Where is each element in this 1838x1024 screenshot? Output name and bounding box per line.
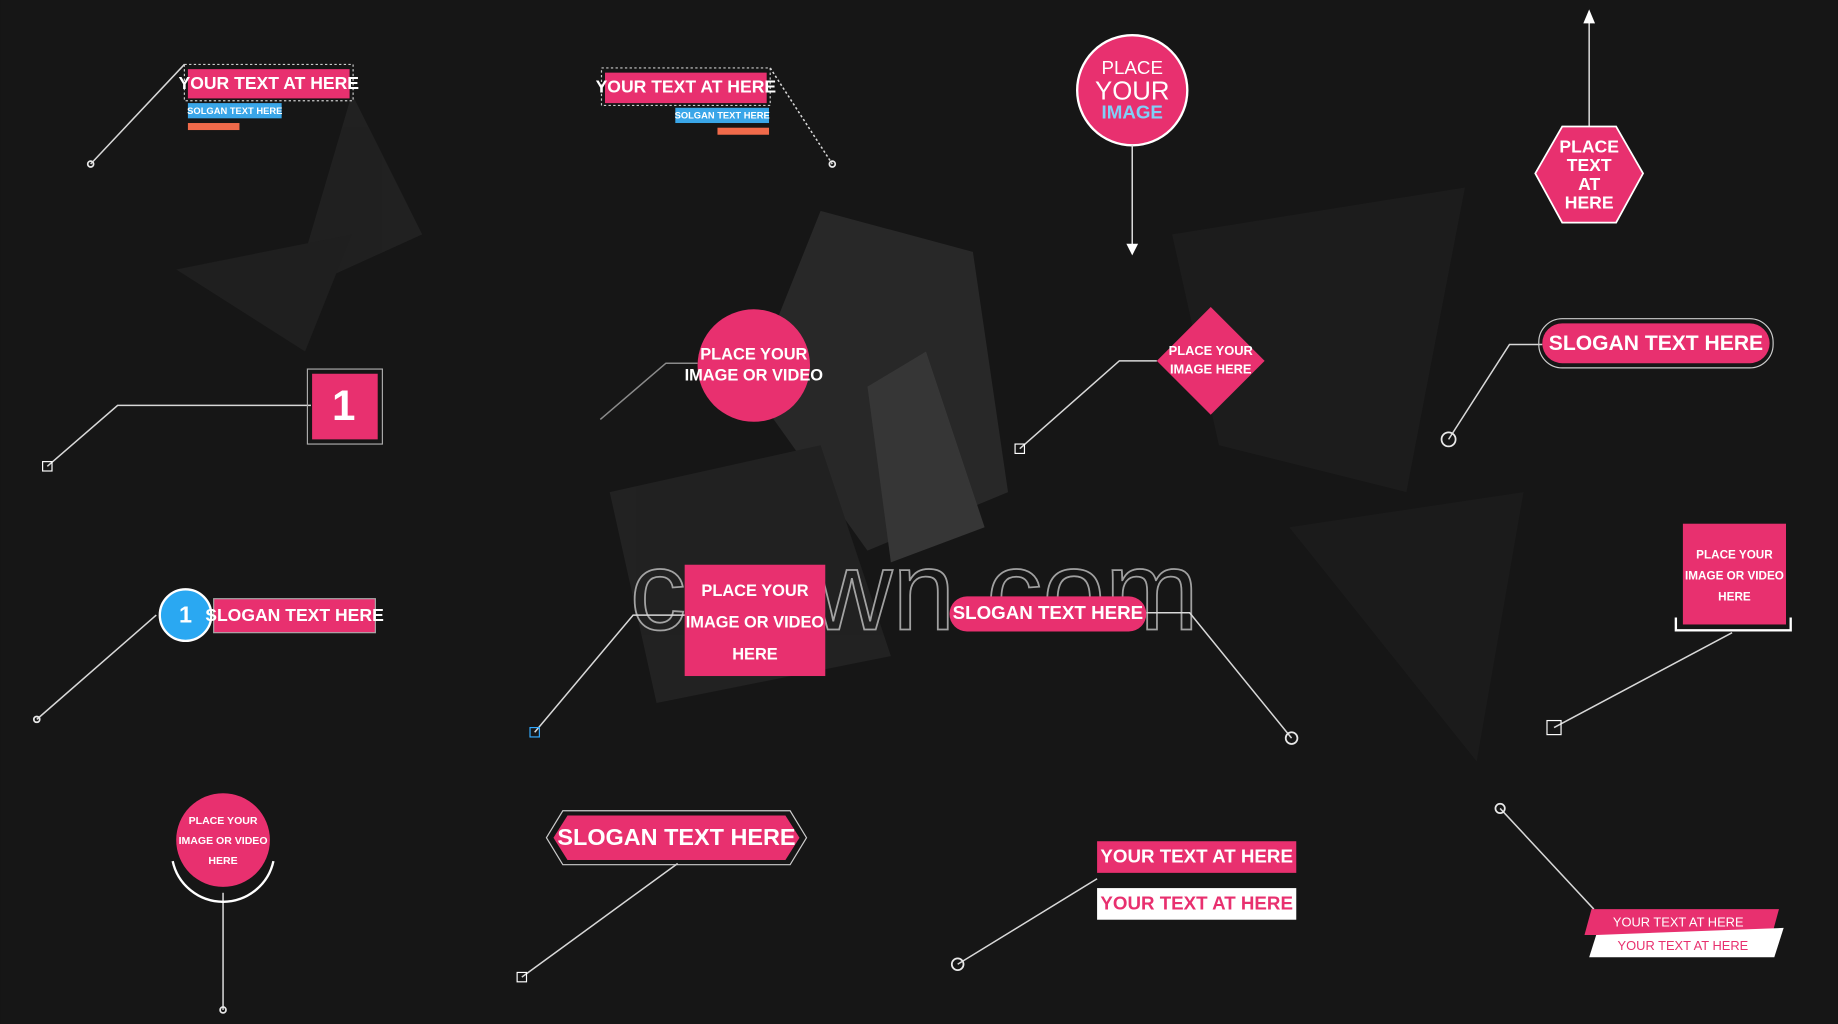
callout-text: PLACE YOUR [1696, 548, 1773, 561]
callout-text: HERE [1565, 193, 1614, 213]
callout-text: YOUR TEXT AT HERE [1100, 846, 1293, 867]
shape [171, 860, 275, 903]
shape [213, 598, 376, 634]
callout-text: IMAGE OR VIDEO [1685, 570, 1784, 583]
shape [158, 588, 213, 643]
shape [1019, 360, 1157, 450]
shape [553, 815, 800, 860]
shape [176, 793, 270, 887]
shape [183, 63, 354, 102]
callout-text: YOUR TEXT AT HERE [1618, 938, 1749, 953]
shape [516, 971, 528, 983]
shape [605, 72, 767, 104]
callout-text: YOUR [1095, 77, 1169, 105]
shape [600, 67, 771, 107]
shape [1542, 323, 1770, 364]
shape [1553, 632, 1733, 729]
callout-text: YOUR TEXT AT HERE [178, 73, 359, 93]
shape [1126, 243, 1139, 256]
shape [1682, 523, 1787, 625]
callout-text: 1 [332, 382, 355, 429]
shape [1538, 318, 1774, 369]
shape [828, 160, 837, 168]
shape [684, 564, 826, 677]
shape [1097, 888, 1297, 920]
shape [36, 614, 157, 720]
shape [1146, 611, 1293, 739]
shape [306, 368, 383, 445]
shape [90, 63, 185, 165]
callout-text: IMAGE OR VIDEO [179, 835, 268, 847]
callout-text: SLOGAN TEXT HERE [557, 824, 795, 850]
shape [176, 234, 352, 352]
shape [1584, 909, 1779, 935]
shape [769, 67, 833, 165]
shape [950, 957, 965, 971]
shape [1284, 731, 1299, 745]
shape [1546, 719, 1562, 736]
callout-text: PLACE YOUR [700, 345, 807, 363]
callout-text: PLACE YOUR [1169, 343, 1254, 358]
callout-text: YOUR TEXT AT HERE [1100, 892, 1293, 913]
shape [1499, 807, 1595, 910]
callout-text: HERE [732, 645, 778, 663]
shape [1589, 927, 1784, 958]
callout-text: SLOGAN TEXT HERE [205, 605, 384, 625]
shape [521, 862, 679, 978]
shape [534, 614, 685, 733]
shape [187, 69, 350, 99]
callout-text: IMAGE HERE [1170, 362, 1252, 377]
shape [599, 362, 698, 421]
shape [46, 404, 311, 467]
shape [1097, 841, 1297, 873]
shape [187, 123, 240, 131]
shape [1289, 492, 1524, 762]
shape [675, 107, 770, 124]
callout-text: HERE [208, 855, 237, 867]
callout-text: SLOGAN TEXT HERE [953, 602, 1143, 623]
callout-text: HERE [1718, 591, 1751, 604]
callout-text: PLACE YOUR [189, 815, 258, 827]
shape [1440, 431, 1457, 448]
shape [1674, 617, 1792, 632]
callout-text: TEXT [1567, 155, 1612, 175]
callout-text: IMAGE OR VIDEO [686, 614, 825, 632]
shape [1494, 802, 1506, 814]
callout-text: YOUR TEXT AT HERE [596, 77, 777, 97]
shape [42, 461, 53, 472]
shape [1583, 9, 1596, 24]
callout-text: PLACE [1559, 136, 1619, 156]
shape [545, 810, 808, 866]
shape [312, 373, 378, 440]
shape [1534, 125, 1645, 224]
callout-text: PLACE [1102, 57, 1163, 78]
shape [717, 127, 770, 135]
shape [187, 103, 282, 119]
shape [1447, 343, 1543, 440]
shape [957, 878, 1098, 965]
callout-text: SOLGAN TEXT HERE [675, 110, 770, 120]
callout-text: AT [1578, 174, 1600, 194]
shape [529, 726, 540, 738]
callout-text: PLACE YOUR [701, 582, 808, 600]
shape [219, 1006, 227, 1014]
callout-text: YOUR TEXT AT HERE [1613, 915, 1744, 930]
callout-text: IMAGE [1102, 102, 1163, 123]
shape [1172, 187, 1465, 493]
callout-text: 1 [179, 601, 192, 627]
shape [1014, 443, 1026, 455]
shape [949, 596, 1147, 632]
callout-text: IMAGE OR VIDEO [685, 366, 824, 384]
shape [32, 715, 41, 724]
shape [867, 351, 985, 563]
shape [86, 160, 95, 168]
callout-text: SLOGAN TEXT HERE [1549, 332, 1763, 355]
shape [697, 309, 811, 422]
callout-text: SOLGAN TEXT HERE [187, 106, 282, 116]
